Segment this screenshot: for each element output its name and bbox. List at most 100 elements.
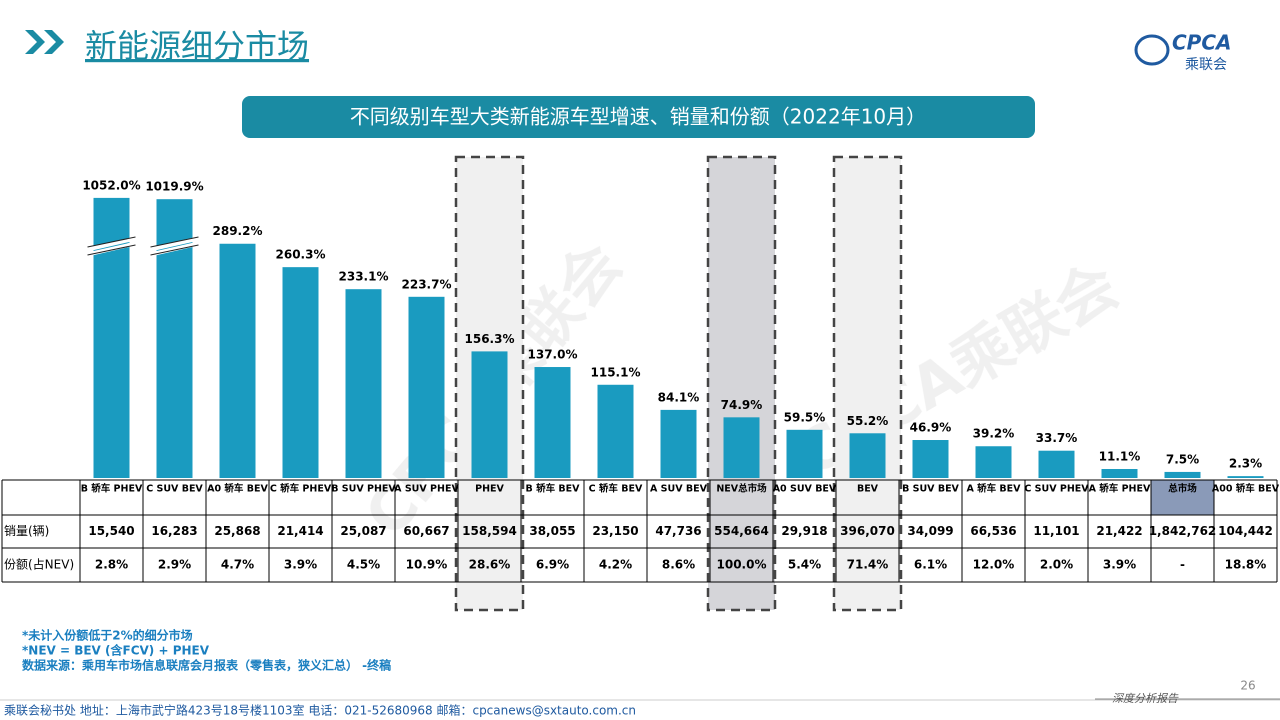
table-cell: 3.9%: [284, 558, 317, 572]
table-cell: 60,667: [403, 524, 449, 538]
bar: [912, 440, 949, 478]
value-label: 39.2%: [973, 427, 1015, 441]
table-cell: 28.6%: [469, 558, 511, 572]
value-label: 59.5%: [784, 410, 826, 424]
table-header: A00 轿车 BEV: [1212, 483, 1280, 495]
table-cell: 66,536: [970, 524, 1016, 538]
value-label: 33.7%: [1036, 431, 1078, 445]
value-label: 1019.9%: [145, 180, 203, 194]
table-cell: 1,842,762: [1149, 524, 1217, 538]
table-cell: 21,422: [1096, 524, 1142, 538]
table-cell: 25,087: [340, 524, 386, 538]
note: *未计入份额低于2%的细分市场: [22, 628, 193, 643]
bar: [849, 433, 886, 478]
bar: [1227, 476, 1264, 478]
table-cell: 158,594: [462, 524, 517, 538]
table-header: B SUV BEV: [902, 484, 959, 495]
axis-break: [152, 237, 197, 256]
table-cell: 554,664: [714, 524, 769, 538]
logo-icon: [1134, 34, 1170, 66]
table-header: C SUV PHEV: [1024, 484, 1089, 495]
table-header: A SUV BEV: [650, 484, 708, 495]
report-tag: 深度分析报告: [1112, 692, 1179, 705]
bar: [471, 351, 508, 478]
table-cell: 23,150: [592, 524, 638, 538]
table-cell: 4.7%: [221, 558, 254, 572]
bar: [660, 409, 697, 478]
value-label: 1052.0%: [82, 178, 140, 192]
table-cell: 6.1%: [914, 558, 947, 572]
value-label: 289.2%: [213, 224, 263, 238]
highlight-box: [832, 155, 903, 612]
table-header: 总市场: [1168, 483, 1197, 495]
table-cell: 104,442: [1218, 524, 1273, 538]
value-label: 233.1%: [339, 270, 389, 284]
chevrons: [25, 30, 64, 54]
table-header: C SUV BEV: [146, 484, 203, 495]
table-cell: 38,055: [529, 524, 575, 538]
bar: [975, 446, 1012, 478]
value-label: 7.5%: [1166, 452, 1199, 466]
logo-sub: 乘联会: [1185, 57, 1227, 73]
notes: *未计入份额低于2%的细分市场*NEV = BEV (含FCV) + PHEV数…: [22, 628, 391, 673]
value-label: 55.2%: [847, 414, 889, 428]
value-label: 11.1%: [1099, 450, 1141, 464]
bar: [408, 296, 445, 478]
total-header-cell: [1151, 480, 1214, 515]
value-label: 84.1%: [658, 390, 700, 404]
note: 数据来源：乘用车市场信息联席会月报表（零售表，狭义汇总） -终稿: [22, 658, 391, 673]
bar: [345, 289, 382, 478]
table-cell: 16,283: [151, 524, 197, 538]
table-cell: 25,868: [214, 524, 260, 538]
table-cell: 396,070: [840, 524, 895, 538]
axis-break-line: [150, 236, 199, 256]
bar: [282, 267, 319, 478]
value-label: 74.9%: [721, 398, 763, 412]
table-header: PHEV: [475, 484, 504, 495]
table-header: C 轿车 PHEV: [270, 483, 332, 495]
bar: [597, 384, 634, 478]
table-cell: 100.0%: [717, 558, 767, 572]
table-cell: 29,918: [781, 524, 827, 538]
table-header: NEV总市场: [716, 483, 767, 495]
footer-text: 乘联会秘书处 地址：上海市武宁路423号18号楼1103室 电话：021-526…: [4, 703, 636, 718]
bar: [219, 243, 256, 478]
value-label: 46.9%: [910, 421, 952, 435]
bar: [534, 367, 571, 478]
table-cell: 2.9%: [158, 558, 191, 572]
chart-title: 不同级别车型大类新能源车型增速、销量和份额（2022年10月）: [350, 105, 926, 129]
table-cell: 6.9%: [536, 558, 569, 572]
logo: CPCA: [1172, 31, 1232, 55]
table-header: A 轿车 BEV: [966, 483, 1021, 495]
table-header: A0 SUV BEV: [773, 484, 837, 495]
table-cell: 12.0%: [973, 558, 1015, 572]
bar: [1164, 471, 1201, 478]
highlight-box: [706, 155, 777, 612]
table-cell: 10.9%: [406, 558, 448, 572]
table-cell: 18.8%: [1225, 558, 1267, 572]
table-cell: 71.4%: [847, 558, 889, 572]
table-cell: 3.9%: [1103, 558, 1136, 572]
table-cell: 2.8%: [95, 558, 128, 572]
table-header: A0 轿车 BEV: [207, 483, 268, 495]
page-number: 26: [1240, 679, 1255, 693]
value-label: 260.3%: [276, 248, 326, 262]
table-cell: 47,736: [655, 524, 701, 538]
bar: [1038, 450, 1075, 478]
table-cell: -: [1180, 558, 1185, 572]
row-label: 销量(辆): [4, 524, 49, 538]
bar: [786, 429, 823, 478]
bar: [1101, 469, 1138, 478]
slide-title: 新能源细分市场: [85, 27, 309, 65]
value-label: 137.0%: [528, 348, 578, 362]
table-cell: 2.0%: [1040, 558, 1073, 572]
bar: [723, 417, 760, 478]
value-label: 223.7%: [402, 277, 452, 291]
value-label: 115.1%: [591, 365, 641, 379]
table-cell: 4.5%: [347, 558, 380, 572]
table-cell: 21,414: [277, 524, 323, 538]
table-header: B 轿车 BEV: [526, 483, 581, 495]
table-cell: 34,099: [907, 524, 953, 538]
